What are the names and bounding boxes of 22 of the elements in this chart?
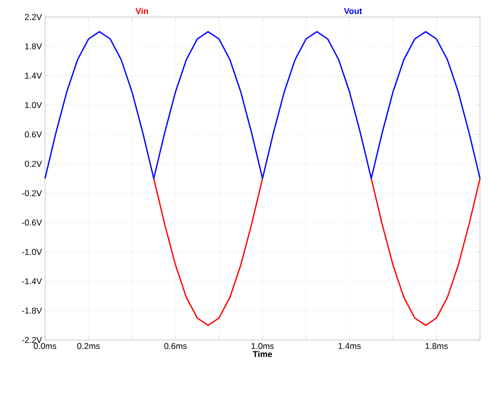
y-tick-label: -1.8V	[22, 308, 42, 314]
y-tick-label: 0.6V	[24, 131, 42, 138]
x-tick-label: 0.2ms	[77, 343, 100, 350]
y-tick-label: 1.0V	[25, 102, 42, 108]
y-tick-label: -2.2V	[22, 337, 42, 343]
y-tick-label: -0.6V	[22, 220, 42, 226]
y-tick-label: -1.0V	[22, 248, 42, 255]
y-tick-label: 1.8V	[25, 43, 42, 50]
y-tick-label: 1.4V	[25, 72, 42, 79]
x-tick-label: 1.8ms	[426, 343, 448, 350]
x-tick-label: 1.0ms	[252, 343, 274, 350]
text: Vout	[344, 8, 362, 14]
x-axis-title: Time	[252, 350, 272, 358]
y-tick-label: -1.4V	[22, 278, 42, 284]
x-tick-label: 1.4ms	[338, 343, 361, 349]
x-tick-label: 0.6ms	[164, 343, 187, 350]
y-tick-label: -0.2V	[22, 190, 42, 196]
line-series	[44, 31, 481, 180]
x-tick-label: 0.0ms	[34, 343, 56, 350]
text: Vin	[136, 8, 148, 14]
y-tick-label: 2.2V	[24, 14, 42, 20]
y-tick-label: 0.2V	[24, 160, 42, 167]
